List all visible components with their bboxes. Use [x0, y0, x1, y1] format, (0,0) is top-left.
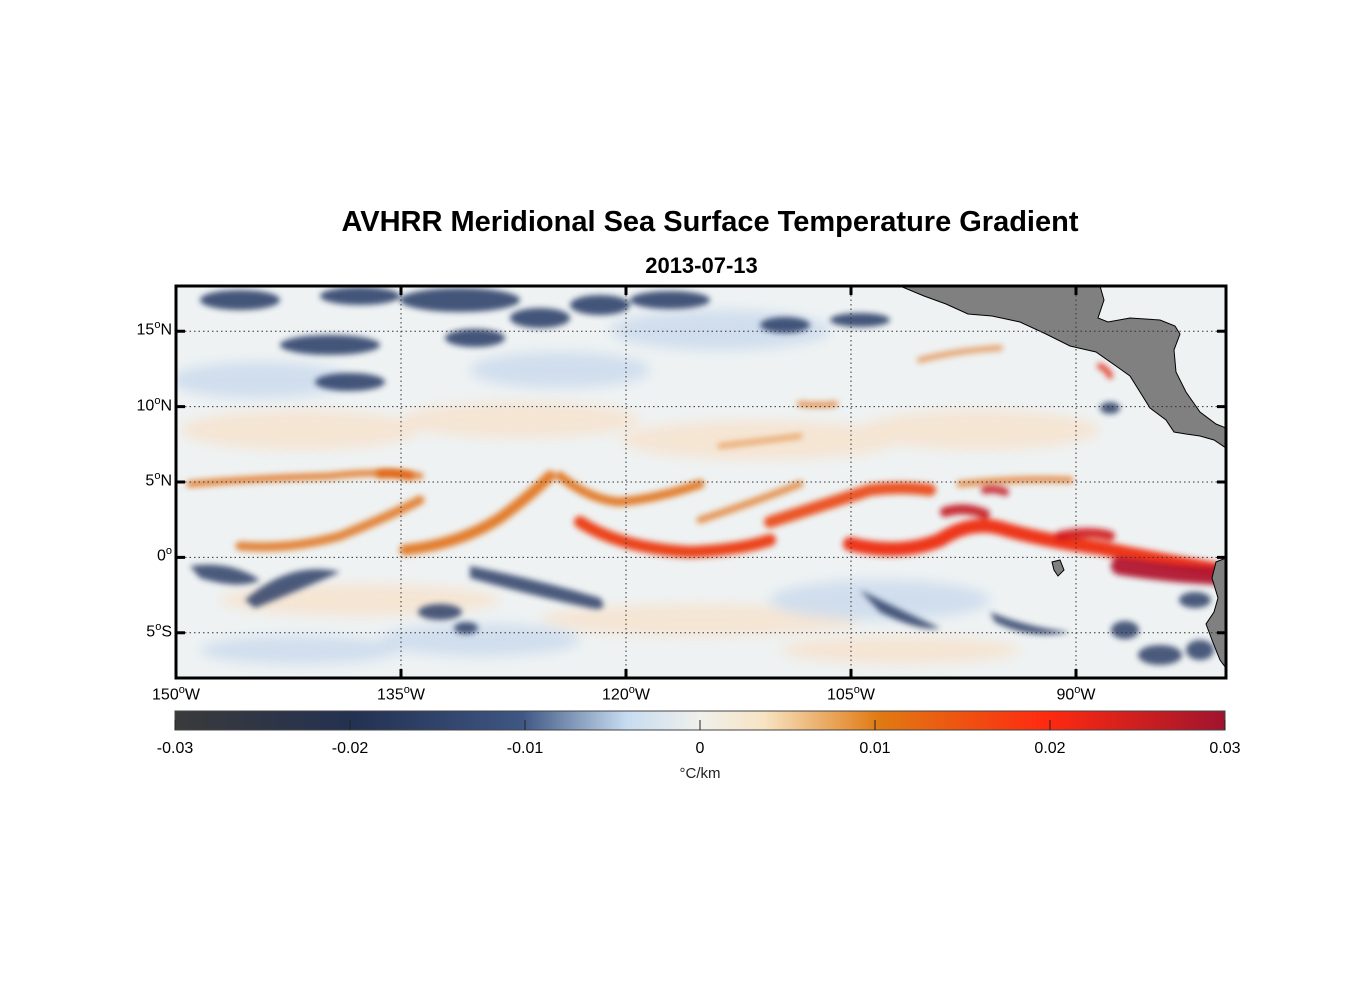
land-galapagos [1051, 559, 1065, 577]
map-ticks [174, 286, 1226, 678]
colorbar-tick-label: 0.01 [859, 740, 891, 757]
colorbar-tick-label: -0.01 [506, 740, 544, 757]
lat-tick-label: 15oN [136, 319, 172, 339]
chart-subtitle: 2013-07-13 [645, 253, 758, 278]
lat-tick-label: 5oS [146, 620, 172, 641]
colorbar-tick-label: 0.02 [1034, 740, 1066, 757]
lon-tick-label: 120oW [602, 684, 650, 704]
lon-tick-label: 150oW [152, 684, 200, 704]
lon-tick-label: 90oW [1056, 684, 1096, 704]
chart-title: AVHRR Meridional Sea Surface Temperature… [341, 206, 1079, 238]
colorbar-tick-label: -0.02 [331, 740, 369, 757]
colorbar-units: °C/km [679, 765, 721, 782]
land-central-america [899, 286, 1226, 449]
sst-gradient-field [176, 286, 1226, 678]
colorbar-tick-label: 0.03 [1209, 740, 1241, 757]
land-south-america [1205, 557, 1226, 669]
colorbar-tick-label: 0 [695, 740, 705, 757]
lat-tick-label: 10oN [136, 394, 172, 414]
colorbar-tick-label: -0.03 [156, 740, 194, 757]
lon-tick-label: 105oW [827, 684, 875, 704]
lat-tick-label: 0o [156, 545, 172, 565]
lat-tick-label: 5oN [145, 470, 172, 490]
colorbar-ticks [174, 720, 1226, 730]
lon-tick-label: 135oW [377, 684, 425, 704]
